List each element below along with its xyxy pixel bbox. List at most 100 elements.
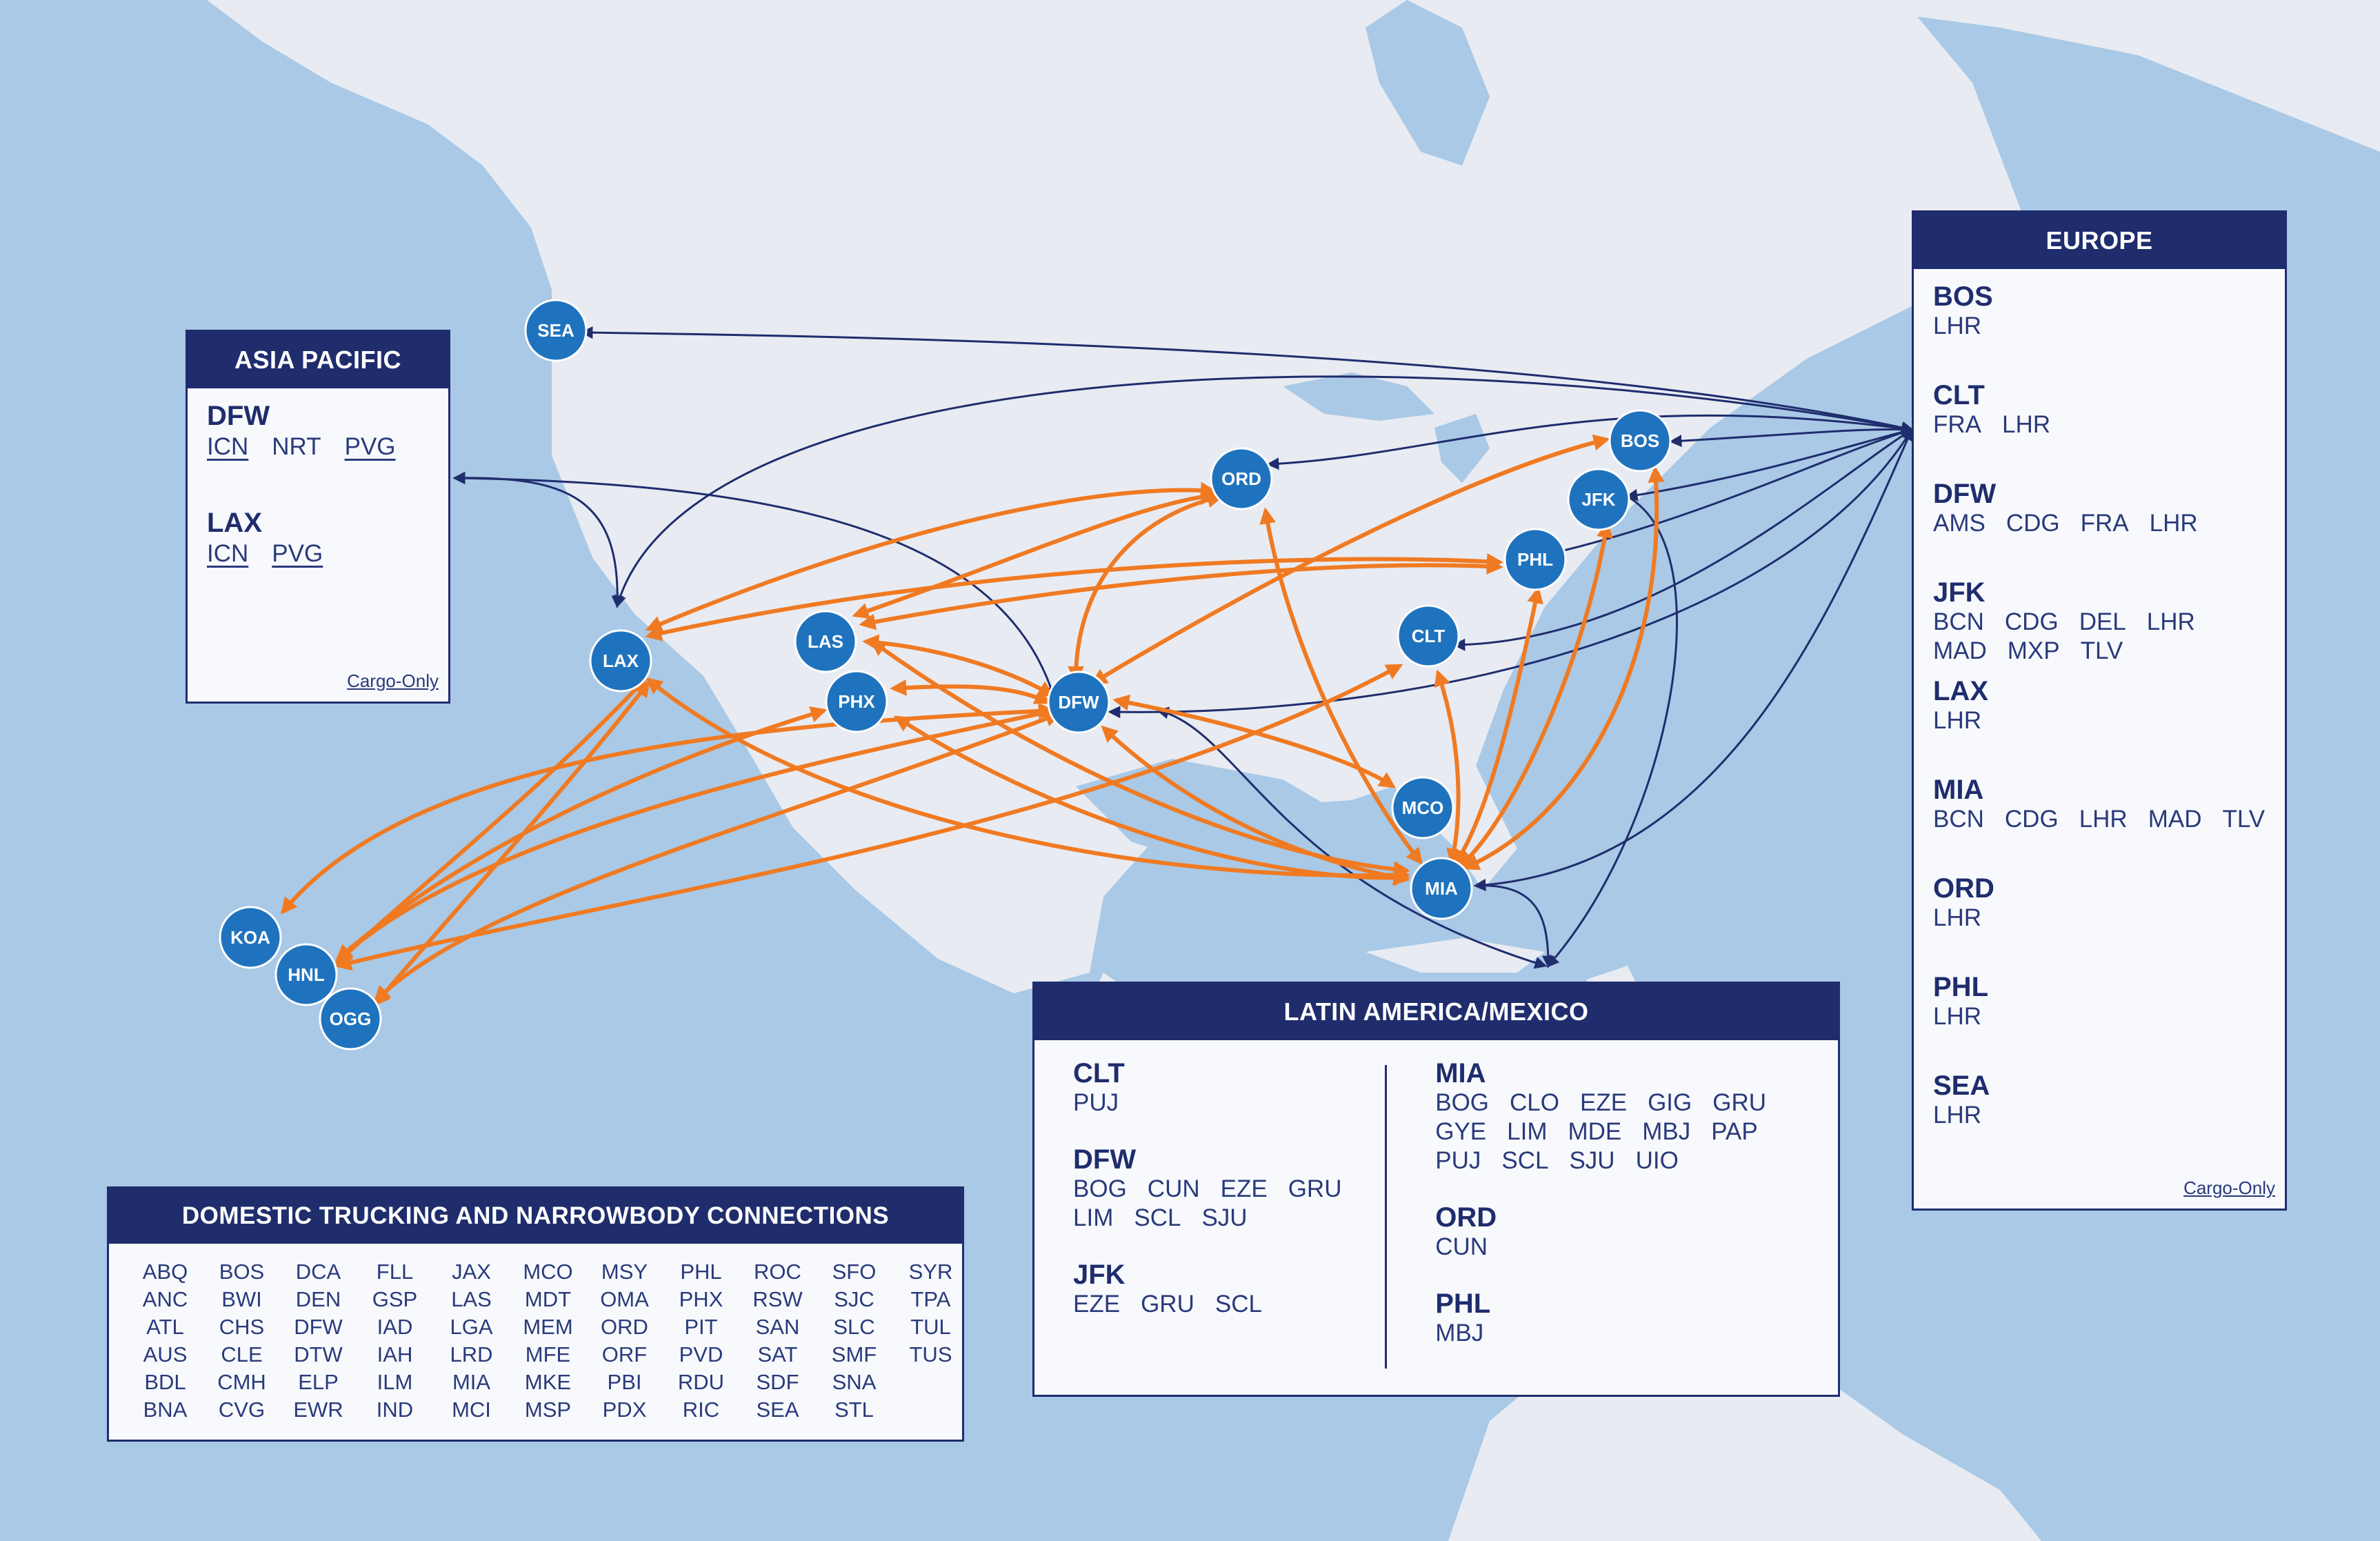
domestic-code: DEN [295, 1287, 341, 1311]
domestic-code: IND [376, 1398, 414, 1422]
domestic-code: IAD [377, 1315, 413, 1339]
hub-sea[interactable]: SEA [524, 299, 588, 362]
destination-code: SJU [1201, 1204, 1248, 1231]
hub-mco[interactable]: MCO [1391, 776, 1454, 839]
destination-code: PVG [272, 540, 323, 567]
destination-code: SCL [1134, 1204, 1181, 1231]
hub-phl[interactable]: PHL [1503, 528, 1567, 591]
hub-group-title: ORD [1435, 1202, 1497, 1233]
domestic-code: MDT [524, 1287, 572, 1311]
destination-code: MAD [2148, 806, 2202, 833]
destination-code: SCL [1501, 1147, 1549, 1174]
destination-code: BCN [1933, 608, 1984, 635]
destination-code: BOG [1073, 1175, 1127, 1202]
domestic-code: SAT [757, 1342, 798, 1366]
hub-dfw[interactable]: DFW [1047, 670, 1110, 734]
destination-code: ICN [207, 433, 249, 460]
cargo-only-note: Cargo-Only [2183, 1177, 2275, 1198]
hub-lax[interactable]: LAX [589, 629, 652, 693]
hub-group-clt: CLT PUJ [1073, 1058, 1385, 1117]
hub-group-title: LAX [1933, 676, 1988, 706]
hub-group-title: SEA [1933, 1071, 1990, 1101]
destination-code: LHR [2146, 608, 2195, 635]
destination-code: FRA [2080, 510, 2129, 537]
svg-text:HNL: HNL [288, 964, 325, 985]
hub-ogg[interactable]: OGG [319, 987, 382, 1051]
destination-code: SCL [1214, 1291, 1262, 1318]
domestic-code: ORD [601, 1315, 648, 1339]
hub-clt[interactable]: CLT [1397, 604, 1460, 668]
domestic-code: LGA [450, 1315, 493, 1339]
domestic-code: ROC [754, 1260, 801, 1284]
destination-code: MBJ [1642, 1118, 1691, 1145]
hub-group-title: CLT [1933, 380, 1985, 410]
domestic-code: BWI [221, 1287, 262, 1311]
hub-koa[interactable]: KOA [219, 906, 282, 969]
destination-code: LHR [2002, 411, 2051, 438]
destination-code: AMS [1933, 510, 1986, 537]
asia-group-lax: LAX ICN PVG [207, 508, 323, 567]
svg-text:DFW: DFW [1058, 692, 1099, 713]
hub-group-ord: ORD LHR [1933, 873, 2266, 972]
hub-group-title: JFK [1933, 577, 1986, 608]
domestic-code: MSY [601, 1260, 648, 1284]
widebody-routes [280, 434, 1665, 1006]
hub-ord[interactable]: ORD [1210, 447, 1273, 510]
destination-code: LIM [1507, 1118, 1548, 1145]
destination-code: MBJ [1435, 1320, 1484, 1346]
domestic-code: AUS [143, 1342, 188, 1366]
route-mia-latam [1475, 884, 1554, 968]
domestic-code: DTW [294, 1342, 343, 1366]
hub-group-title: PHL [1435, 1289, 1491, 1319]
domestic-code: SDF [756, 1370, 799, 1394]
svg-text:OGG: OGG [330, 1008, 372, 1029]
svg-text:PHL: PHL [1517, 549, 1553, 570]
hub-group-sea: SEA LHR [1933, 1071, 2266, 1169]
asia-pacific-title: ASIA PACIFIC [188, 332, 448, 388]
hub-group-title: MIA [1933, 775, 1984, 805]
destination-code: GRU [1712, 1089, 1767, 1116]
domestic-code: SFO [832, 1260, 877, 1284]
hub-group-title: DFW [1933, 479, 1997, 509]
domestic-code: BOS [219, 1260, 265, 1284]
hub-phx[interactable]: PHX [825, 670, 888, 733]
domestic-code: PVD [679, 1342, 723, 1366]
destination-code: FRA [1933, 411, 1981, 438]
svg-text:CLT: CLT [1412, 626, 1446, 646]
domestic-code: ATL [146, 1315, 184, 1339]
hub-group-lax: LAX LHR [1933, 676, 2266, 775]
hub-group-ord: ORD CUN [1435, 1202, 1799, 1261]
hub-bos[interactable]: BOS [1608, 409, 1672, 473]
domestic-code: MSP [524, 1398, 572, 1422]
hub-group-dfw: DFW BOG CUN EZE GRU LIM SCL SJU [1073, 1144, 1385, 1232]
domestic-code: PIT [684, 1315, 718, 1339]
destination-code: ICN [207, 540, 249, 567]
destination-code: CDG [2004, 806, 2059, 833]
hub-mia[interactable]: MIA [1410, 857, 1473, 920]
destination-code: CDG [2006, 510, 2060, 537]
hub-group-jfk: JFK BCN CDG DEL LHR MAD MXP TLV [1933, 577, 2266, 676]
destination-code: BCN [1933, 806, 1984, 833]
europe-title: EUROPE [1914, 212, 2285, 269]
domestic-code: SEA [756, 1398, 799, 1422]
domestic-code: ANC [142, 1287, 188, 1311]
destination-code: LHR [1933, 1102, 1982, 1129]
destination-code: LHR [2149, 510, 2198, 537]
europe-panel: EUROPE BOS LHR CLT FRA LHR DFW AMS CDG FRA LHR JFK… [1912, 210, 2287, 1211]
hub-las[interactable]: LAS [794, 610, 857, 673]
column-divider [1385, 1065, 1388, 1369]
destination-code: DEL [2079, 608, 2126, 635]
hub-nodes: SEA ORD BOS JFK PHL CLT LAX LAS PHX DFW … [219, 299, 1672, 1051]
hub-jfk[interactable]: JFK [1567, 468, 1630, 531]
latin-america-title: LATIN AMERICA/MEXICO [1034, 984, 1838, 1040]
domestic-code: RDU [677, 1370, 725, 1394]
domestic-code: EWR [293, 1398, 343, 1422]
svg-text:ORD: ORD [1221, 468, 1261, 489]
domestic-code: ELP [298, 1370, 339, 1394]
domestic-code: MIA [452, 1370, 491, 1394]
hub-hnl[interactable]: HNL [274, 943, 338, 1006]
destination-code: MDE [1568, 1118, 1622, 1145]
domestic-code: MCO [523, 1260, 573, 1284]
domestic-code: IAH [377, 1342, 413, 1366]
destination-code: MAD [1933, 637, 1987, 664]
